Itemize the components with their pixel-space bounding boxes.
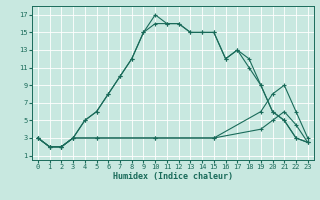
- X-axis label: Humidex (Indice chaleur): Humidex (Indice chaleur): [113, 172, 233, 181]
